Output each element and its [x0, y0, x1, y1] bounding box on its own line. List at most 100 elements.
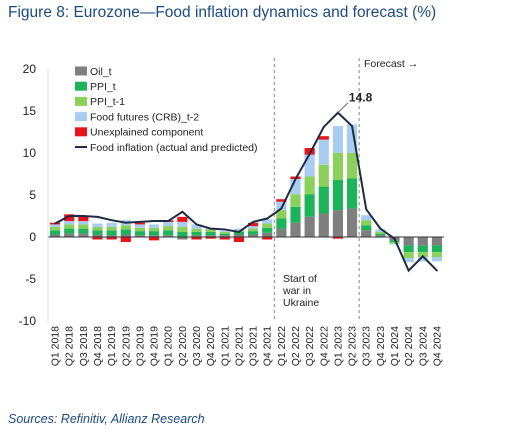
bar-ppi-t-1-q4-2024	[431, 252, 443, 258]
x-tick-label: Q2 2023	[347, 326, 359, 366]
bar-ppi-t-q3-2018	[78, 228, 89, 234]
x-tick-label: Q3 2024	[417, 326, 429, 366]
bar-ppi-t-q2-2024	[403, 245, 414, 253]
y-tick-label: 0	[29, 230, 36, 244]
x-tick-label: Q3 2022	[304, 326, 316, 366]
peak-leader-line	[337, 102, 349, 113]
bar-oil-t-q3-2024	[417, 237, 428, 246]
bar-ppi-t-q3-2022	[304, 194, 315, 217]
bar-oil-t-q2-2021	[233, 234, 245, 237]
bar-unexplained-component-q4-2020	[205, 237, 216, 239]
bar-ppi-t-q1-2018	[49, 230, 61, 235]
bar-food-futures-crb-t-2-q2-2022	[290, 179, 301, 195]
legend: Oil_t PPI_t PPI_t-1 Food futures (CRB)_t-2 U…	[75, 66, 258, 154]
bar-ppi-t-1-q1-2022	[276, 210, 287, 219]
bar-oil-t-q1-2021	[219, 235, 230, 237]
legend-swatch-unexplained-component	[75, 127, 87, 137]
line-point-q3-2019	[139, 220, 141, 223]
legend-swatch-food-futures-crb-t-2	[75, 112, 87, 122]
bar-ppi-t-1-q3-2022	[304, 176, 315, 195]
bar-ppi-t-1-q4-2020	[205, 229, 216, 232]
x-tick-label: Q1 2022	[276, 326, 288, 366]
figure-title: Figure 8: Eurozone—Food inflation dynami…	[8, 4, 437, 21]
line-point-q3-2020	[195, 223, 198, 226]
line-point-q2-2019	[124, 221, 127, 224]
line-point-q4-2019	[153, 220, 155, 222]
line-point-q1-2022	[280, 207, 283, 210]
bar-ppi-t-q4-2019	[148, 231, 160, 236]
y-tick-label: 15	[23, 104, 37, 118]
x-tick-label: Q3 2020	[191, 326, 203, 366]
y-tick-label: 10	[23, 146, 37, 160]
bar-oil-t-q1-2019	[106, 235, 117, 237]
x-tick-label: Q2 2020	[177, 326, 189, 366]
bar-food-futures-crb-t-2-q1-2022	[276, 201, 287, 211]
x-tick-label: Q2 2019	[120, 326, 132, 366]
bar-food-futures-crb-t-2-q1-2021	[219, 231, 230, 232]
bar-oil-t-q3-2021	[247, 234, 259, 237]
bar-food-futures-crb-t-2-q4-2019	[148, 224, 160, 228]
x-tick-label: Q4 2018	[92, 326, 104, 366]
bar-ppi-t-1-q4-2022	[318, 164, 329, 187]
war-label-line-1: Start of	[283, 273, 317, 285]
bar-unexplained-component-q1-2023	[332, 237, 344, 239]
bar-food-futures-crb-t-2-q2-2024	[403, 258, 414, 263]
bar-food-futures-crb-t-2-q3-2020	[191, 224, 202, 229]
line-point-q1-2021	[223, 228, 226, 231]
food-inflation-line	[54, 111, 438, 273]
x-tick-label: Q4 2023	[375, 326, 387, 366]
food-inflation-points	[54, 111, 438, 272]
y-axis-ticks: 20 15 10 5 0 -5 -10	[19, 62, 37, 328]
bar-food-futures-crb-t-2-q2-2021	[233, 228, 245, 231]
annotations: Forecast → Start of war in Ukraine 14.8	[282, 58, 418, 309]
line-point-q4-2022	[322, 126, 325, 128]
bar-oil-t-q2-2024	[403, 237, 414, 246]
line-point-q4-2020	[209, 227, 212, 230]
bar-ppi-t-q4-2023	[375, 233, 386, 236]
bar-food-futures-crb-t-2-q4-2018	[92, 223, 103, 227]
bar-oil-t-q3-2019	[134, 235, 146, 237]
bar-ppi-t-q1-2023	[332, 179, 344, 211]
bar-unexplained-component-q3-2019	[134, 222, 146, 225]
line-point-q2-2022	[294, 178, 297, 180]
bar-ppi-t-q3-2019	[134, 231, 146, 236]
legend-label-unexplained-component: Unexplained component	[90, 127, 203, 139]
bar-unexplained-component-q1-2022	[276, 199, 287, 202]
bar-unexplained-component-q3-2018	[78, 216, 89, 222]
bar-ppi-t-1-q1-2021	[219, 231, 230, 234]
bar-ppi-t-1-q4-2021	[262, 223, 273, 228]
bar-ppi-t-q2-2018	[64, 228, 75, 234]
bar-food-futures-crb-t-2-q1-2024	[389, 243, 400, 245]
x-tick-label: Q1 2018	[50, 326, 62, 366]
bar-oil-t-q1-2022	[276, 228, 287, 237]
bar-ppi-t-q2-2022	[290, 206, 301, 223]
legend-label-ppi-t: PPI_t	[90, 81, 116, 93]
bar-ppi-t-1-q3-2018	[78, 224, 89, 229]
bar-food-futures-crb-t-2-q3-2019	[134, 224, 146, 228]
bar-oil-t-q4-2018	[92, 234, 103, 237]
x-tick-label: Q4 2024	[431, 326, 443, 366]
bar-oil-t-q4-2019	[148, 235, 160, 237]
bar-food-futures-crb-t-2-q4-2022	[318, 139, 329, 165]
legend-swatch-ppi-t-1	[75, 96, 87, 106]
x-tick-label: Q1 2020	[163, 326, 175, 366]
bar-ppi-t-1-q4-2019	[148, 227, 160, 232]
line-point-q3-2022	[308, 152, 311, 155]
bar-ppi-t-1-q1-2019	[106, 226, 117, 231]
line-point-q2-2020	[181, 210, 184, 213]
peak-value-label: 14.8	[349, 91, 373, 105]
x-tick-label: Q4 2022	[318, 326, 330, 366]
bar-ppi-t-1-q2-2018	[64, 224, 75, 229]
x-tick-label: Q4 2019	[149, 326, 161, 366]
line-point-q2-2021	[238, 231, 240, 233]
bar-food-futures-crb-t-2-q1-2020	[163, 221, 174, 227]
bar-food-futures-crb-t-2-q2-2020	[177, 221, 188, 227]
bar-oil-t-q3-2020	[191, 235, 202, 237]
x-tick-label: Q2 2018	[64, 326, 76, 366]
bar-ppi-t-1-q2-2019	[120, 225, 131, 230]
x-tick-label: Q1 2021	[219, 326, 231, 366]
bar-food-futures-crb-t-2-q3-2021	[247, 226, 259, 229]
bar-unexplained-component-q1-2019	[106, 237, 117, 240]
bar-ppi-t-1-q4-2023	[375, 231, 386, 234]
bar-oil-t-q2-2022	[290, 222, 301, 237]
